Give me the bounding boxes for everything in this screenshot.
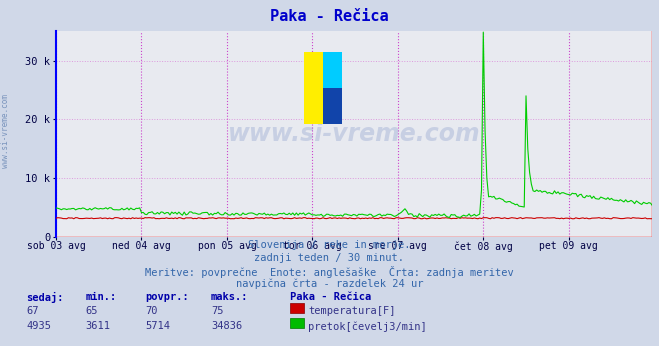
Text: pretok[čevelj3/min]: pretok[čevelj3/min] [308, 321, 427, 331]
Text: maks.:: maks.: [211, 292, 248, 302]
Text: 75: 75 [211, 306, 223, 316]
Text: Paka - Rečica: Paka - Rečica [270, 9, 389, 24]
Text: Paka - Rečica: Paka - Rečica [290, 292, 371, 302]
Text: 65: 65 [86, 306, 98, 316]
Text: www.si-vreme.com: www.si-vreme.com [1, 94, 10, 169]
Text: sedaj:: sedaj: [26, 292, 64, 303]
Text: 3611: 3611 [86, 321, 111, 331]
Text: 4935: 4935 [26, 321, 51, 331]
Text: 5714: 5714 [145, 321, 170, 331]
Text: 34836: 34836 [211, 321, 242, 331]
Text: Meritve: povprečne  Enote: anglešaške  Črta: zadnja meritev: Meritve: povprečne Enote: anglešaške Črt… [145, 266, 514, 278]
Text: min.:: min.: [86, 292, 117, 302]
Text: 70: 70 [145, 306, 158, 316]
Text: temperatura[F]: temperatura[F] [308, 306, 396, 316]
Text: povpr.:: povpr.: [145, 292, 188, 302]
Text: Slovenija / reke in morje.: Slovenija / reke in morje. [248, 240, 411, 251]
Text: zadnji teden / 30 minut.: zadnji teden / 30 minut. [254, 253, 405, 263]
Text: navpična črta - razdelek 24 ur: navpična črta - razdelek 24 ur [236, 279, 423, 289]
Text: 67: 67 [26, 306, 39, 316]
Text: www.si-vreme.com: www.si-vreme.com [228, 122, 480, 146]
